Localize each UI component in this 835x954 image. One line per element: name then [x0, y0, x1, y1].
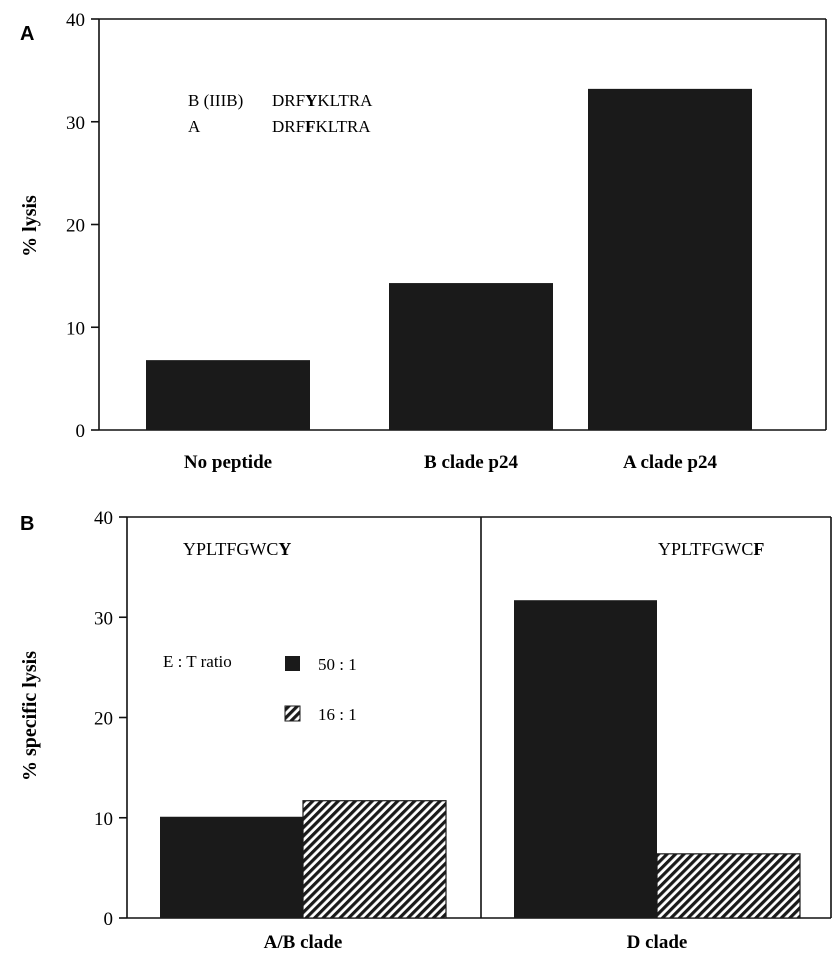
panel-b-tick-label: 10 — [94, 809, 113, 830]
legend-entry-label: 50 : 1 — [318, 655, 357, 674]
panel-a: A % lysis 0 10 20 30 40 No peptide B clade p2… — [19, 10, 827, 473]
sequence-row-peptide: DRFFKLTRA — [272, 117, 371, 136]
panel-a-tick-label: 30 — [66, 113, 85, 134]
panel-b-tick-label: 20 — [94, 709, 113, 730]
panel-b-y-axis-title: % specific lysis — [19, 651, 41, 781]
legend-swatch-hatched — [284, 705, 301, 722]
legend-swatch-solid — [285, 656, 300, 671]
sequence-row-peptide: DRFYKLTRA — [272, 91, 373, 110]
panel-b: B % specific lysis 0 10 20 30 40 A/B clade D … — [19, 508, 832, 953]
panel-a-tick-label: 20 — [66, 216, 85, 237]
legend-entry-label: 16 : 1 — [318, 705, 357, 724]
sequence-row-label: A — [188, 117, 201, 136]
panel-b-tick-label: 0 — [104, 909, 114, 930]
panel-b-ticks: 0 10 20 30 40 — [94, 508, 127, 930]
panel-b-bar-hatched — [656, 853, 801, 919]
legend: E : T ratio 50 : 1 16 : 1 — [163, 652, 357, 724]
panel-b-tick-label: 40 — [94, 508, 113, 529]
panel-b-bar-solid — [160, 816, 303, 918]
panel-b-bars — [160, 600, 801, 919]
legend-title: E : T ratio — [163, 652, 232, 671]
panel-a-label: A — [20, 23, 34, 45]
panel-a-bar — [146, 360, 310, 430]
panel-a-tick-label: 10 — [66, 318, 85, 339]
panel-a-sequence-annotation: B (IIIB) DRFYKLTRA A DRFFKLTRA — [188, 91, 373, 136]
panel-b-sequence-annotations: YPLTFGWCY YPLTFGWCF — [183, 539, 764, 559]
sequence-label-ab: YPLTFGWCY — [183, 539, 291, 559]
panel-a-category-label: B clade p24 — [424, 452, 518, 473]
panel-b-tick-label: 30 — [94, 608, 113, 629]
panel-a-category-label: A clade p24 — [623, 452, 717, 473]
panel-b-category-labels: A/B clade D clade — [264, 932, 688, 953]
panel-a-bar — [389, 283, 553, 430]
panel-a-ticks: 0 10 20 30 40 — [66, 10, 99, 442]
panel-a-bars — [146, 88, 752, 431]
panel-b-ylabel: % specific lysis — [19, 651, 41, 781]
panel-b-label: B — [20, 513, 34, 535]
panel-a-ylabel: % lysis — [19, 195, 41, 257]
panel-b-bar-solid — [514, 600, 657, 918]
panel-a-tick-label: 40 — [66, 10, 85, 31]
sequence-row-label: B (IIIB) — [188, 91, 243, 110]
panel-b-bar-hatched — [302, 800, 447, 919]
panel-a-y-axis-title: % lysis — [19, 195, 41, 257]
panel-a-bar — [588, 88, 752, 431]
panel-b-category-label: D clade — [627, 932, 688, 953]
panel-a-category-labels: No peptide B clade p24 A clade p24 — [184, 452, 718, 473]
sequence-label-d: YPLTFGWCF — [658, 539, 764, 559]
panel-b-category-label: A/B clade — [264, 932, 343, 953]
panel-a-category-label: No peptide — [184, 452, 272, 473]
panel-a-tick-label: 0 — [76, 421, 86, 442]
